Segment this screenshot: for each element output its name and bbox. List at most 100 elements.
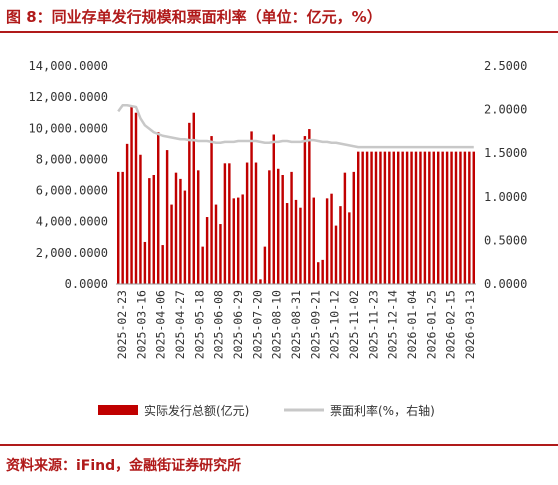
y-left-tick-label: 6,000.0000 <box>36 184 108 198</box>
bar <box>472 151 475 284</box>
bar <box>228 163 231 284</box>
bar <box>303 136 307 284</box>
bar <box>223 163 227 284</box>
legend-line-label: 票面利率(%，右轴) <box>330 403 435 418</box>
bar <box>312 197 315 284</box>
bar <box>294 199 298 284</box>
bar <box>405 151 409 284</box>
bar <box>330 193 333 284</box>
bar <box>192 112 195 284</box>
bar <box>339 206 342 284</box>
bar <box>214 204 218 284</box>
rate-line <box>117 103 474 149</box>
bar <box>161 245 164 284</box>
bar <box>210 136 213 284</box>
y-left-tick-label: 0.0000 <box>65 277 108 291</box>
x-tick-label: 2025-11-02 <box>347 290 361 359</box>
bar <box>388 151 391 284</box>
bar <box>392 151 395 284</box>
x-tick-label: 2025-04-06 <box>154 290 168 359</box>
bar <box>379 151 382 284</box>
bar <box>414 151 418 284</box>
bar <box>188 122 191 284</box>
bar <box>134 112 138 284</box>
x-tick-label: 2025-06-29 <box>231 290 245 359</box>
x-tick-label: 2025-09-21 <box>308 290 322 359</box>
bar <box>148 178 151 284</box>
bar <box>205 217 209 284</box>
bar <box>325 198 329 284</box>
bar <box>445 151 449 284</box>
bar <box>321 259 324 284</box>
y-left-tick-label: 10,000.0000 <box>29 121 108 135</box>
bar <box>317 262 320 284</box>
bar <box>268 170 271 284</box>
bar <box>183 190 187 284</box>
y-left-tick-label: 2,000.0000 <box>36 246 108 260</box>
legend-bar-label: 实际发行总额(亿元) <box>144 403 249 418</box>
bar <box>365 151 369 284</box>
bar <box>179 178 182 284</box>
bar <box>285 203 289 284</box>
x-tick-label: 2025-04-27 <box>173 290 187 359</box>
bar <box>241 194 244 284</box>
x-tick-label: 2025-12-14 <box>386 290 400 359</box>
y-right-tick-label: 2.0000 <box>484 103 527 117</box>
bar <box>174 172 178 284</box>
x-tick-label: 2025-08-10 <box>270 290 284 359</box>
x-tick-label: 2026-03-13 <box>463 290 477 359</box>
bar <box>441 151 444 284</box>
bar <box>254 162 258 284</box>
x-tick-label: 2025-10-12 <box>328 290 342 359</box>
bar <box>437 151 440 284</box>
x-tick-label: 2025-05-18 <box>192 290 206 359</box>
x-tick-label: 2025-11-23 <box>366 290 380 359</box>
source-note: 资料来源：iFind，金融街证券研究所 <box>6 458 242 474</box>
bar <box>299 207 302 284</box>
bar <box>237 197 240 284</box>
bar <box>281 175 284 284</box>
bar <box>272 134 275 284</box>
bar <box>468 151 471 284</box>
x-tick-label: 2026-02-15 <box>444 290 458 359</box>
bar <box>432 151 435 284</box>
x-tick-label: 2026-01-25 <box>424 290 438 359</box>
bar <box>450 151 453 284</box>
bar <box>370 151 373 284</box>
bar <box>343 172 347 284</box>
x-tick-label: 2026-01-04 <box>405 290 419 359</box>
y-right-tick-label: 0.5000 <box>484 233 527 247</box>
bar <box>357 151 360 284</box>
bar <box>459 151 462 284</box>
bar <box>250 131 253 284</box>
bar <box>201 246 204 284</box>
bar <box>170 204 173 284</box>
bar <box>454 151 458 284</box>
x-tick-label: 2025-06-08 <box>212 290 226 359</box>
bar <box>157 132 160 284</box>
bar <box>277 168 280 284</box>
bar <box>117 171 120 284</box>
bar <box>361 151 364 284</box>
bar <box>348 212 351 284</box>
bar <box>423 151 427 284</box>
bar <box>374 151 378 284</box>
bar <box>401 151 404 284</box>
bar <box>410 151 413 284</box>
y-right-tick-label: 0.0000 <box>484 277 527 291</box>
y-left-tick-label: 8,000.0000 <box>36 152 108 166</box>
y-left-tick-label: 4,000.0000 <box>36 215 108 229</box>
y-left-tick-label: 12,000.0000 <box>29 90 108 104</box>
x-tick-label: 2025-02-23 <box>115 290 129 359</box>
x-tick-label: 2025-08-31 <box>289 290 303 359</box>
bar <box>245 162 249 284</box>
bar <box>219 224 222 284</box>
bar <box>334 225 338 284</box>
bar <box>352 171 355 284</box>
title-divider <box>0 31 558 33</box>
bar <box>263 246 267 284</box>
bar <box>197 170 200 284</box>
bar <box>130 106 133 284</box>
bar <box>259 279 262 284</box>
